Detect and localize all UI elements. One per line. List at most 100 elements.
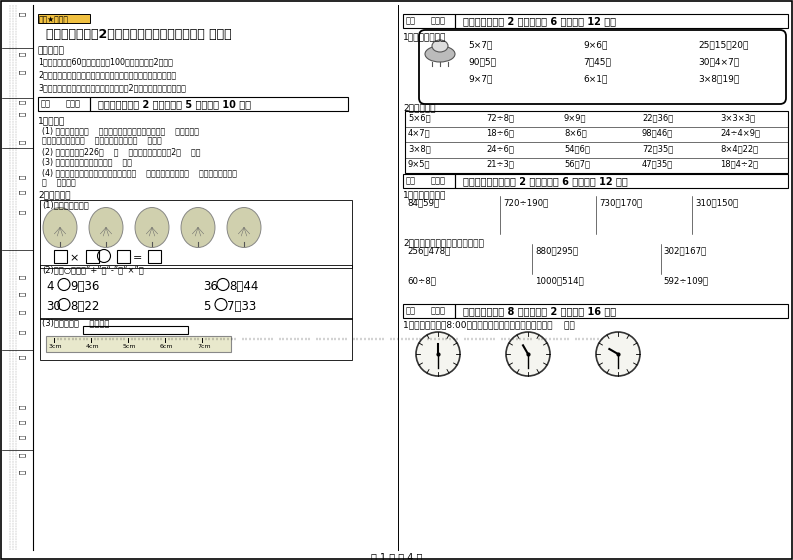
Bar <box>403 174 455 188</box>
Text: 4×7＝: 4×7＝ <box>408 128 431 138</box>
Text: 密: 密 <box>19 453 25 458</box>
Circle shape <box>506 332 550 376</box>
Bar <box>403 14 455 28</box>
Bar <box>40 264 352 319</box>
Bar <box>148 250 161 263</box>
Text: 评卷人: 评卷人 <box>431 176 446 185</box>
Text: 安徽省实验小学2年级数学下学期综合检测试题 含答案: 安徽省实验小学2年级数学下学期综合检测试题 含答案 <box>46 28 232 41</box>
Text: 6×1＝: 6×1＝ <box>583 74 607 83</box>
Text: 线: 线 <box>19 330 25 334</box>
Text: 街: 街 <box>19 420 25 424</box>
Text: 教室的黑板表面有（    ）个角，它们都是（    ）角。: 教室的黑板表面有（ ）个角，它们都是（ ）角。 <box>42 137 162 146</box>
Text: 24÷6＝: 24÷6＝ <box>486 144 514 153</box>
Bar <box>86 250 99 263</box>
Text: 8＝44: 8＝44 <box>229 281 259 293</box>
Bar <box>38 97 90 111</box>
Bar <box>455 304 788 318</box>
Text: 60÷8＝: 60÷8＝ <box>407 276 436 285</box>
Text: 5×6＝: 5×6＝ <box>408 113 431 122</box>
Bar <box>117 250 130 263</box>
Text: ×: × <box>69 254 79 264</box>
Text: 30: 30 <box>46 301 61 314</box>
Bar <box>46 335 231 352</box>
Text: 4: 4 <box>46 281 53 293</box>
Text: 9×5＝: 9×5＝ <box>408 160 431 169</box>
Text: 8＝22: 8＝22 <box>70 301 99 314</box>
Text: 36: 36 <box>203 281 218 293</box>
Text: 考试须知：: 考试须知： <box>38 46 65 55</box>
Text: 2、请首先按要求在试卷的指定位置填写您的姓名、班级、学号。: 2、请首先按要求在试卷的指定位置填写您的姓名、班级、学号。 <box>38 70 176 79</box>
Text: 二、计算题（公 2 大题，每题 6 分，共计 12 分）: 二、计算题（公 2 大题，每题 6 分，共计 12 分） <box>463 16 616 26</box>
Circle shape <box>596 332 640 376</box>
Text: 47＋35＝: 47＋35＝ <box>642 160 673 169</box>
Text: 310－150＝: 310－150＝ <box>695 198 738 207</box>
Text: 720÷190＝: 720÷190＝ <box>503 198 548 207</box>
Text: 1、填空。: 1、填空。 <box>38 116 65 125</box>
Text: =: = <box>133 254 143 264</box>
Text: 得分: 得分 <box>406 16 416 25</box>
Text: 5: 5 <box>203 301 210 314</box>
Text: 封: 封 <box>19 275 25 279</box>
Text: 72÷8＝: 72÷8＝ <box>486 113 514 122</box>
Text: (4) 一块正方形，剪去一个角后，可能是（    ）个角，也可能是（    ）个角，还可能是: (4) 一块正方形，剪去一个角后，可能是（ ）个角，也可能是（ ）个角，还可能是 <box>42 168 237 177</box>
Text: 名: 名 <box>19 100 25 104</box>
Text: (1) 我的红领巾有（    ）个角，一把三角尺最多只有（    ）个直角。: (1) 我的红领巾有（ ）个角，一把三角尺最多只有（ ）个直角。 <box>42 126 199 135</box>
Text: 1、我们每天早上8:00上课，下图表示上课前一小时的是（    ）。: 1、我们每天早上8:00上课，下图表示上课前一小时的是（ ）。 <box>403 320 575 329</box>
Text: 评卷人: 评卷人 <box>66 99 81 108</box>
Text: 9＝36: 9＝36 <box>70 281 99 293</box>
Text: 三、列竖式计算（公 2 大题，每题 6 分，共计 12 分）: 三、列竖式计算（公 2 大题，每题 6 分，共计 12 分） <box>463 176 628 186</box>
Ellipse shape <box>43 208 77 248</box>
Text: 3×8＋19＝: 3×8＋19＝ <box>698 74 739 83</box>
Text: 6cm: 6cm <box>160 343 174 348</box>
Text: 84＋59＝: 84＋59＝ <box>407 198 439 207</box>
Text: 评卷人: 评卷人 <box>431 306 446 315</box>
Text: 乡: 乡 <box>19 470 25 474</box>
Text: 9×9＝: 9×9＝ <box>564 113 587 122</box>
Text: (3)、纸条长（    ）厘米。: (3)、纸条长（ ）厘米。 <box>42 319 109 328</box>
Bar <box>405 111 788 173</box>
Text: 四、选一选（公 8 小题，每题 2 分，共计 16 分）: 四、选一选（公 8 小题，每题 2 分，共计 16 分） <box>463 306 616 316</box>
Text: （    ）个角。: （ ）个角。 <box>42 179 76 188</box>
Text: 一、填空题（公 2 大题，每题 5 分，共计 10 分）: 一、填空题（公 2 大题，每题 5 分，共计 10 分） <box>98 100 251 110</box>
Text: (1)、看图填算式：: (1)、看图填算式： <box>42 200 89 209</box>
Text: 256＋478＝: 256＋478＝ <box>407 246 450 255</box>
Text: 答: 答 <box>19 70 25 74</box>
Text: 8×4－22＝: 8×4－22＝ <box>720 144 758 153</box>
Text: 5cm: 5cm <box>123 343 136 348</box>
Text: 封: 封 <box>19 355 25 360</box>
Text: 姓: 姓 <box>19 112 25 116</box>
Text: 4cm: 4cm <box>86 343 100 348</box>
Text: 1、考试时间：60分钟，满分为100分（含卷面分2分）。: 1、考试时间：60分钟，满分为100分（含卷面分2分）。 <box>38 57 173 66</box>
Text: 第 1 页 共 4 页: 第 1 页 共 4 页 <box>371 552 422 560</box>
Text: 5×7＝: 5×7＝ <box>468 40 492 49</box>
Bar <box>83 325 188 334</box>
Text: 730＋170＝: 730＋170＝ <box>599 198 642 207</box>
Text: 3×8＝: 3×8＝ <box>408 144 431 153</box>
Text: 3×3×3＝: 3×3×3＝ <box>720 113 755 122</box>
Text: 9×6＝: 9×6＝ <box>583 40 607 49</box>
Text: 2、口算题。: 2、口算题。 <box>403 103 435 112</box>
Text: 880－295＝: 880－295＝ <box>535 246 578 255</box>
Text: 级: 级 <box>19 175 25 179</box>
Text: 1000－514＝: 1000－514＝ <box>535 276 584 285</box>
Bar <box>38 14 90 23</box>
Ellipse shape <box>432 40 448 52</box>
Text: 2、求一求。: 2、求一求。 <box>38 190 71 199</box>
Text: 学: 学 <box>19 52 25 56</box>
Text: (2) 姚明的身高是226（    ）    教室门的高度大约是2（    ）。: (2) 姚明的身高是226（ ） 教室门的高度大约是2（ ）。 <box>42 147 201 156</box>
Text: 2、竖式计算。（第二行要验算）: 2、竖式计算。（第二行要验算） <box>403 238 484 247</box>
Circle shape <box>416 332 460 376</box>
Text: 7＋45＝: 7＋45＝ <box>583 57 611 66</box>
Bar <box>40 199 352 268</box>
Text: 7＞33: 7＞33 <box>227 301 256 314</box>
Text: 72－35＝: 72－35＝ <box>642 144 673 153</box>
Text: 不: 不 <box>19 210 25 214</box>
Bar <box>40 318 352 360</box>
Bar <box>403 304 455 318</box>
Text: 8×6＝: 8×6＝ <box>564 128 587 138</box>
Text: 评卷人: 评卷人 <box>431 16 446 25</box>
Text: 3、不要在试卷上乱写乱画，卷面不整洁扠2分，密封线外请勿作答。: 3、不要在试卷上乱写乱画，卷面不整洁扠2分，密封线外请勿作答。 <box>38 83 186 92</box>
Text: 得分: 得分 <box>41 99 51 108</box>
Text: 1、列竖式计算。: 1、列竖式计算。 <box>403 190 446 199</box>
Ellipse shape <box>425 46 455 62</box>
